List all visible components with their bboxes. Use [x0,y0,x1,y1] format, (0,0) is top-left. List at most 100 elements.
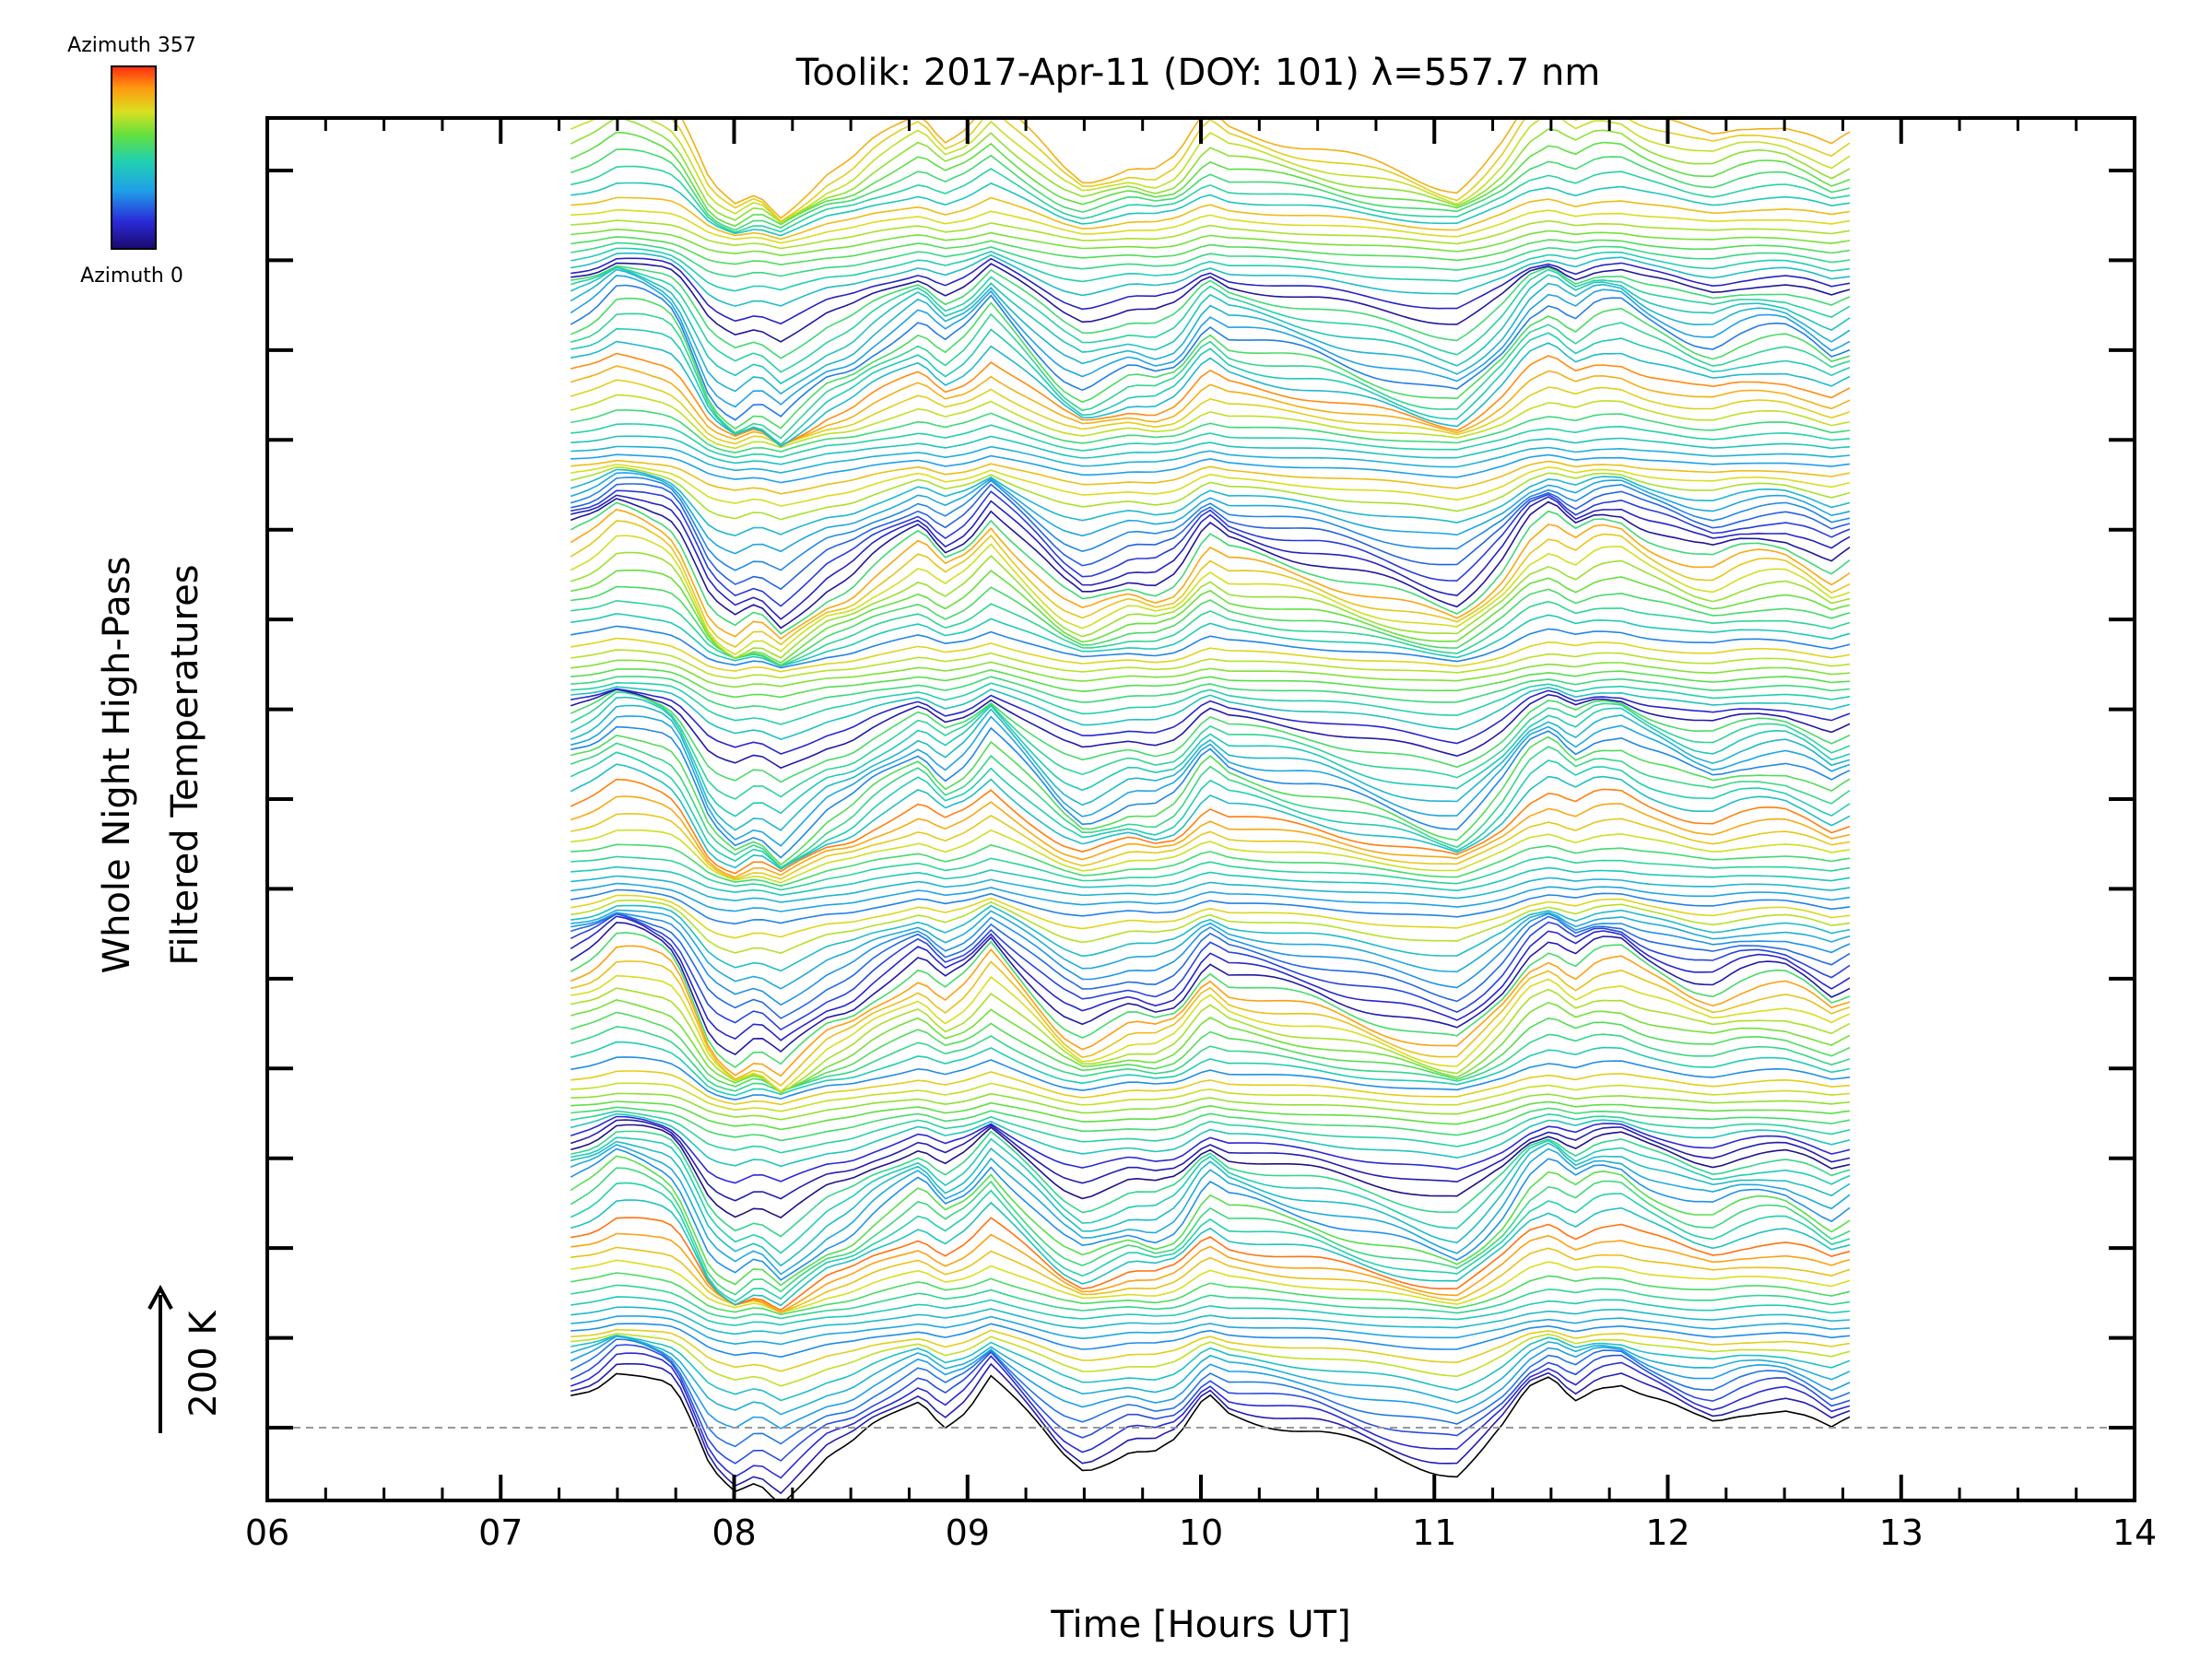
series-line [571,1106,1851,1142]
series-line [571,875,1851,903]
series-line [571,686,1851,740]
series-line [571,208,1851,244]
series-line [571,118,1851,223]
series-line [570,715,1851,847]
series-line [571,1333,1851,1387]
series-line [570,501,1851,635]
series-line [570,284,1851,421]
series-line [570,1352,1851,1479]
x-tick-label: 10 [1179,1512,1223,1553]
series-line [570,1147,1851,1281]
series-line [571,960,1851,1087]
series-line [571,1110,1851,1154]
x-tick-label: 08 [712,1512,756,1553]
x-tick-label: 06 [245,1512,289,1553]
x-tick-label: 12 [1645,1512,1689,1553]
series-line [571,1296,1851,1326]
series-line [571,265,1851,359]
series-line [571,445,1851,474]
series-line [571,1306,1851,1335]
scale-label: 200 K [182,1310,225,1418]
series-line [680,118,1851,219]
series-line [571,236,1851,266]
series-line [571,987,1851,1094]
series-line [571,1056,1851,1101]
series-line [570,688,1851,770]
series-line [570,691,1851,800]
series-line [570,535,1851,655]
colorbar-gradient [111,65,157,250]
series-line [570,795,1851,878]
series-line [571,453,1851,484]
series-line [570,1335,1851,1416]
series-line [570,932,1851,1068]
series-line [570,696,1851,818]
series-line [571,625,1851,669]
series-line [571,1328,1851,1372]
series-line [571,1284,1851,1320]
series-line [571,585,1851,666]
series-line [570,394,1851,450]
series-line [570,468,1851,537]
series-line [570,742,1851,869]
series-line [571,569,1851,665]
chart-title: Toolik: 2017-Apr-11 (DOY: 101) λ=557.7 n… [795,52,1601,94]
series-line [570,148,1851,231]
y-axis-label-line1: Whole Night High-Pass [96,557,138,974]
series-line [570,1344,1851,1465]
series-line [570,704,1851,831]
series-line [571,855,1851,891]
series-line [571,423,1851,459]
series-line [571,659,1851,688]
x-tick-label: 07 [478,1512,523,1553]
series-line [570,265,1851,373]
series-line [570,1338,1851,1448]
series-line [571,1136,1851,1254]
series-line [570,275,1851,408]
series-line [571,1140,1851,1267]
series-line [570,509,1851,641]
series-line [571,1070,1851,1106]
series-line [570,688,1851,783]
series-line [571,165,1851,233]
series-line [570,1167,1851,1296]
series-line [570,1155,1851,1287]
series-line [571,668,1851,699]
series-line [571,894,1851,939]
series-line [571,459,1851,495]
x-axis-label: Time [Hours UT] [1050,1604,1350,1646]
series-line [571,241,1851,278]
series-line [571,1130,1851,1238]
series-line [571,735,1851,866]
series-line [571,1100,1851,1131]
series-line [570,131,1851,228]
series-line [570,1112,1851,1168]
series-line [570,266,1851,385]
series-line [570,922,1851,1056]
series-line [571,888,1851,925]
series-line [571,1092,1851,1121]
series-line [571,909,1851,990]
scale-indicator: 200 K [147,1284,225,1433]
series-line [571,843,1851,888]
series-line [571,829,1851,884]
series-line [570,945,1851,1077]
colorbar-bottom-label: Azimuth 0 [80,265,183,288]
series-line [570,551,1851,659]
series-line [570,472,1851,555]
series-line [570,520,1851,648]
colorbar: Azimuth 357 Azimuth 0 [67,34,196,288]
series-line [571,247,1851,292]
series-line [570,312,1851,440]
series-line [571,637,1851,673]
colorbar-top-label: Azimuth 357 [67,34,196,57]
series-line [570,1115,1851,1184]
series-line [571,865,1851,897]
series-line [571,483,1851,591]
series-line [571,904,1851,972]
series-line [570,912,1851,1019]
x-tick-label: 09 [946,1512,990,1553]
series-line [571,340,1851,448]
series-line [570,1119,1851,1202]
ticks-layer: 06 07 08 09 10 11 12 13 14 [245,118,2157,1553]
